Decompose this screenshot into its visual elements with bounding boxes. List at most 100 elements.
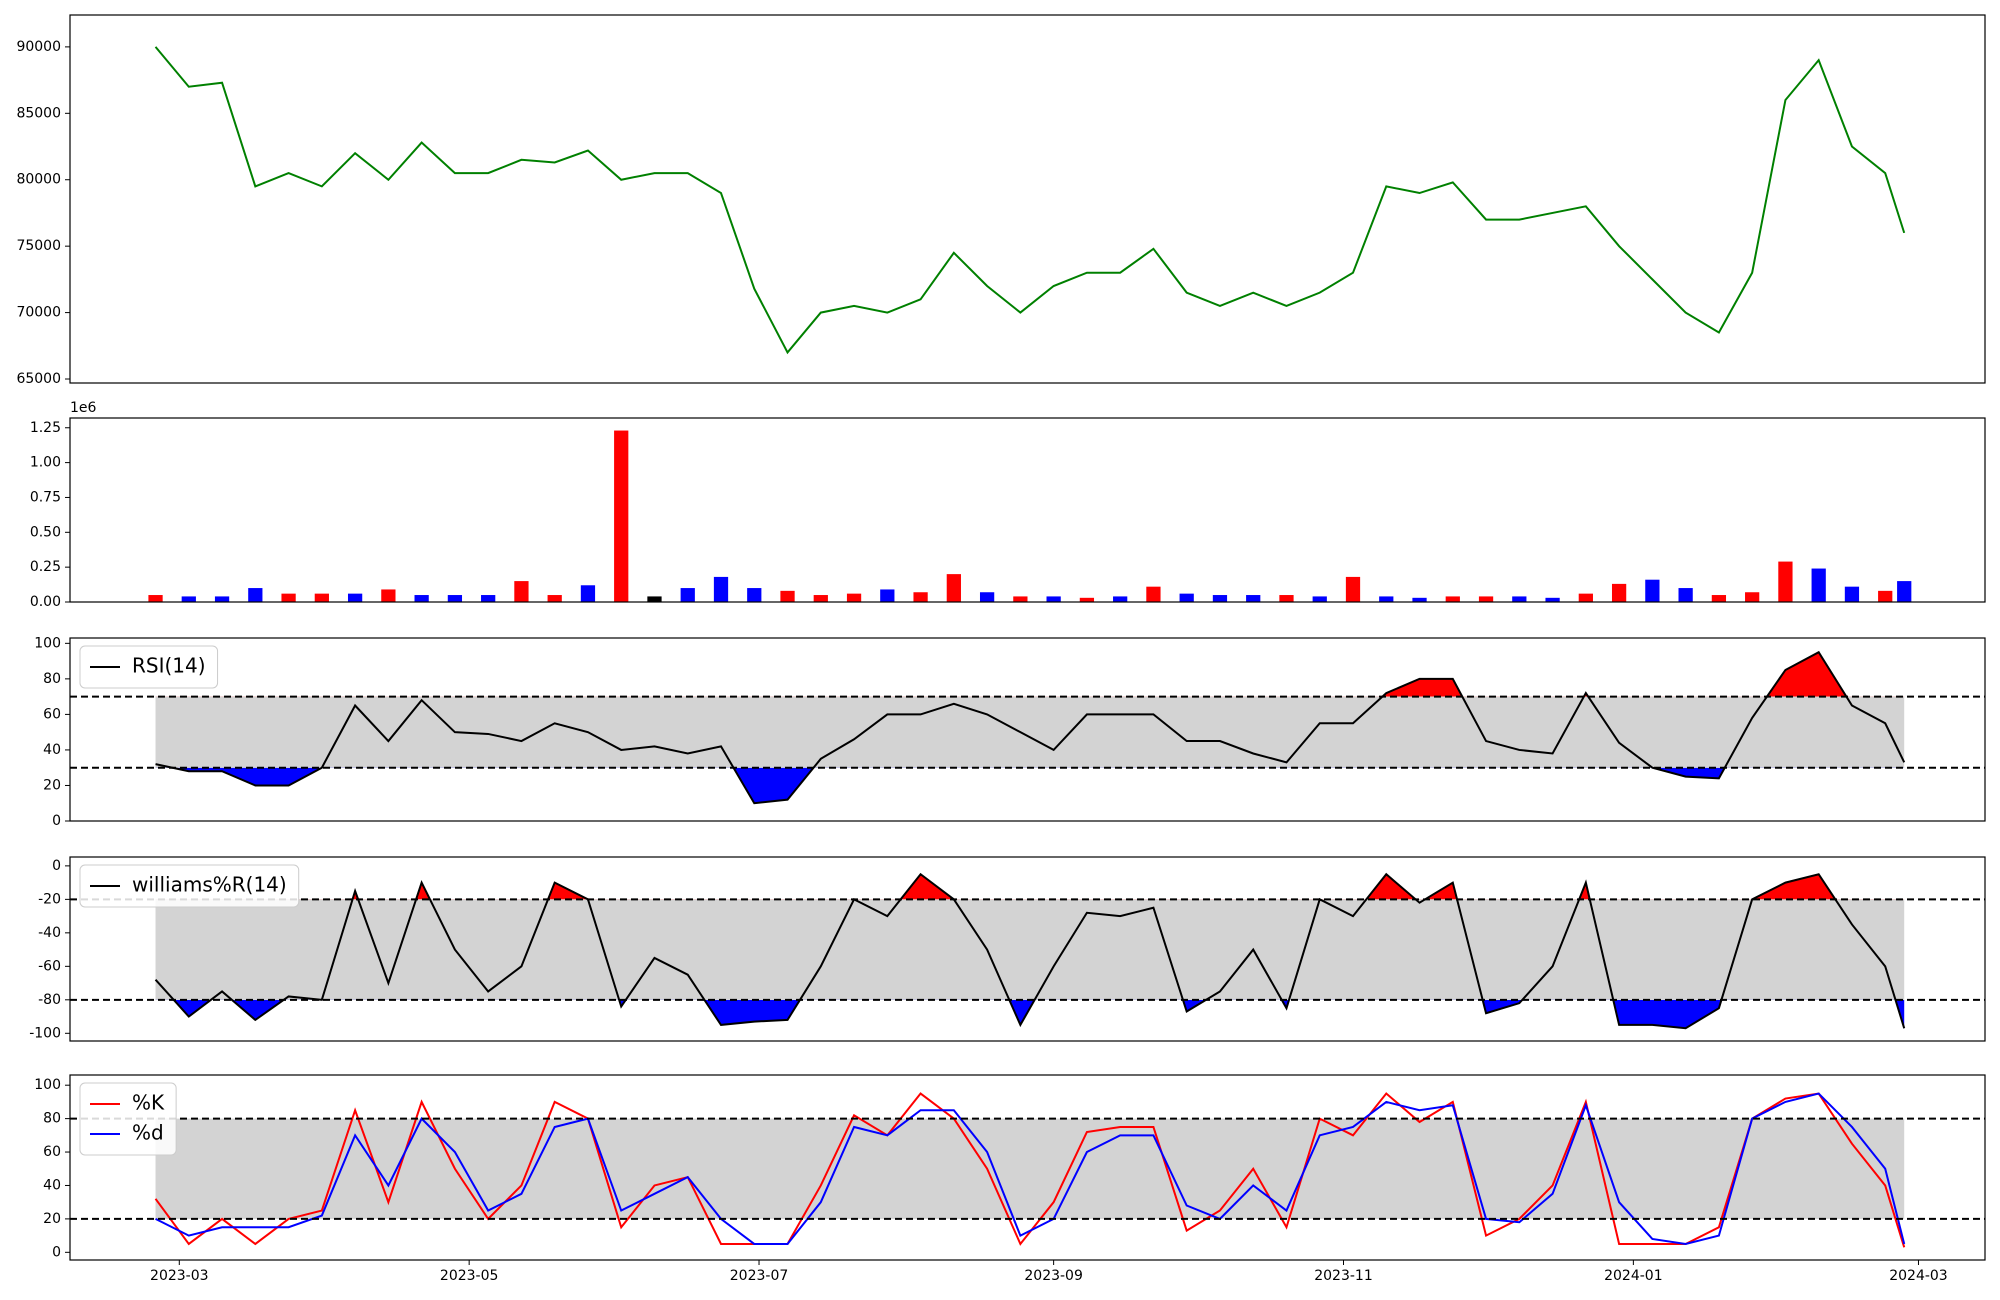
legend-box [79,864,300,908]
offset-text: 1e6 [70,400,97,416]
y-tick-label: 70000 [16,305,61,321]
panel-frame [69,417,1986,603]
legend-label: %K [132,1091,165,1115]
y-tick-label: 0 [52,858,61,874]
volume-bar [747,588,762,602]
volume-bar [381,589,396,602]
y-tick-label: 60 [43,1144,61,1160]
volume-bar [1246,595,1261,602]
panel: 0.00 0.25 0.50 0.75 1.00 1.25 1e6 [30,400,1986,610]
panel: -100 -80 -60 -40 -20 0 williams%R(14) [29,856,1986,1042]
y-tick-label: 80 [43,671,61,687]
y-tick-label: 75000 [16,238,61,254]
y-tick-label: 100 [34,1077,61,1093]
y-tick-label: -20 [38,891,61,907]
volume-bar [1645,579,1660,602]
x-tick-label: 2024-01 [1604,1268,1663,1284]
oversold-fill [155,999,1905,1029]
volume-bar [481,595,496,602]
panel-frame [69,637,1986,822]
neutral-band [155,1118,1905,1219]
volume-bar [281,593,296,602]
neutral-band [155,696,1905,768]
volume-bar [1478,596,1494,602]
y-tick-label: 0 [52,1244,61,1260]
volume-bar [1412,597,1427,602]
panel-frame [69,1074,1986,1261]
volume-bar [447,595,463,602]
legend-label: williams%R(14) [132,873,287,897]
y-tick-label: 80000 [16,172,61,188]
volume-bar [1445,596,1460,602]
volume-bar [647,596,662,602]
volume-bar [880,589,895,602]
volume-bar [347,593,363,602]
series-line [154,46,1906,355]
volume-bar [214,596,230,602]
volume-bar [1844,586,1860,602]
series-line [155,1092,1906,1245]
y-tick-label: 20 [43,777,61,793]
legend-label: %d [132,1121,164,1145]
y-tick-label: 0.75 [30,489,61,505]
y-tick-label: 0 [52,813,61,829]
panel-frame [69,14,1986,384]
volume-bar [913,592,928,602]
x-tick-label: 2023-07 [730,1268,789,1284]
y-tick-label: -60 [38,958,61,974]
volume-bar [514,581,529,602]
volume-bar [680,588,695,602]
y-tick-label: 40 [43,1177,61,1193]
series-line [154,1092,1906,1248]
y-tick-label: 100 [34,635,61,651]
volume-bar [946,574,961,602]
series-line [155,650,1906,805]
y-tick-label: 1.00 [30,455,61,471]
volume-bar [1678,588,1693,602]
y-tick-label: 40 [43,742,61,758]
volume-bar [1897,581,1912,602]
volume-bar [1745,592,1760,602]
legend-box [79,645,219,689]
volume-bar [1013,596,1028,602]
volume-bar [1113,596,1128,602]
volume-bar [1345,576,1361,602]
volume-bar [780,590,795,602]
volume-bar [1079,597,1095,602]
x-tick-label: 2023-05 [440,1268,499,1284]
volume-bar [846,593,862,602]
volume-bar [1279,595,1294,602]
volume-bar [1512,596,1527,602]
volume-bar [813,595,828,602]
y-tick-label: 20 [43,1211,61,1227]
volume-bar [1379,596,1394,602]
panel: 0 20 40 60 80 100 RSI(14) [34,635,1986,829]
volume-bar [1545,597,1560,602]
volume-bar [614,430,629,602]
x-tick-label: 2024-03 [1889,1268,1948,1284]
x-tick-label: 2023-11 [1314,1268,1373,1284]
x-tick-label: 2023-03 [150,1268,209,1284]
legend-box [79,1082,177,1156]
volume-bar [979,592,995,602]
y-tick-label: -80 [38,992,61,1008]
neutral-band [155,899,1905,1000]
y-tick-label: 1.25 [30,420,61,436]
legend-label: RSI(14) [132,654,206,678]
volume-bar [1578,593,1593,602]
volume-bar [1711,595,1727,602]
volume-bar [414,595,429,602]
y-tick-label: 0.50 [30,524,61,540]
volume-bar [1611,583,1627,602]
volume-bar [547,595,562,602]
volume-bar [1778,561,1793,602]
y-tick-label: -40 [38,925,61,941]
panel: 65000 70000 75000 80000 85000 90000 [16,14,1986,387]
y-tick-label: 80 [43,1111,61,1127]
y-tick-label: 65000 [16,371,61,387]
panel-frame [69,856,1986,1042]
volume-bar [1146,586,1161,602]
y-tick-label: 90000 [16,39,61,55]
y-tick-label: 0.25 [30,559,61,575]
